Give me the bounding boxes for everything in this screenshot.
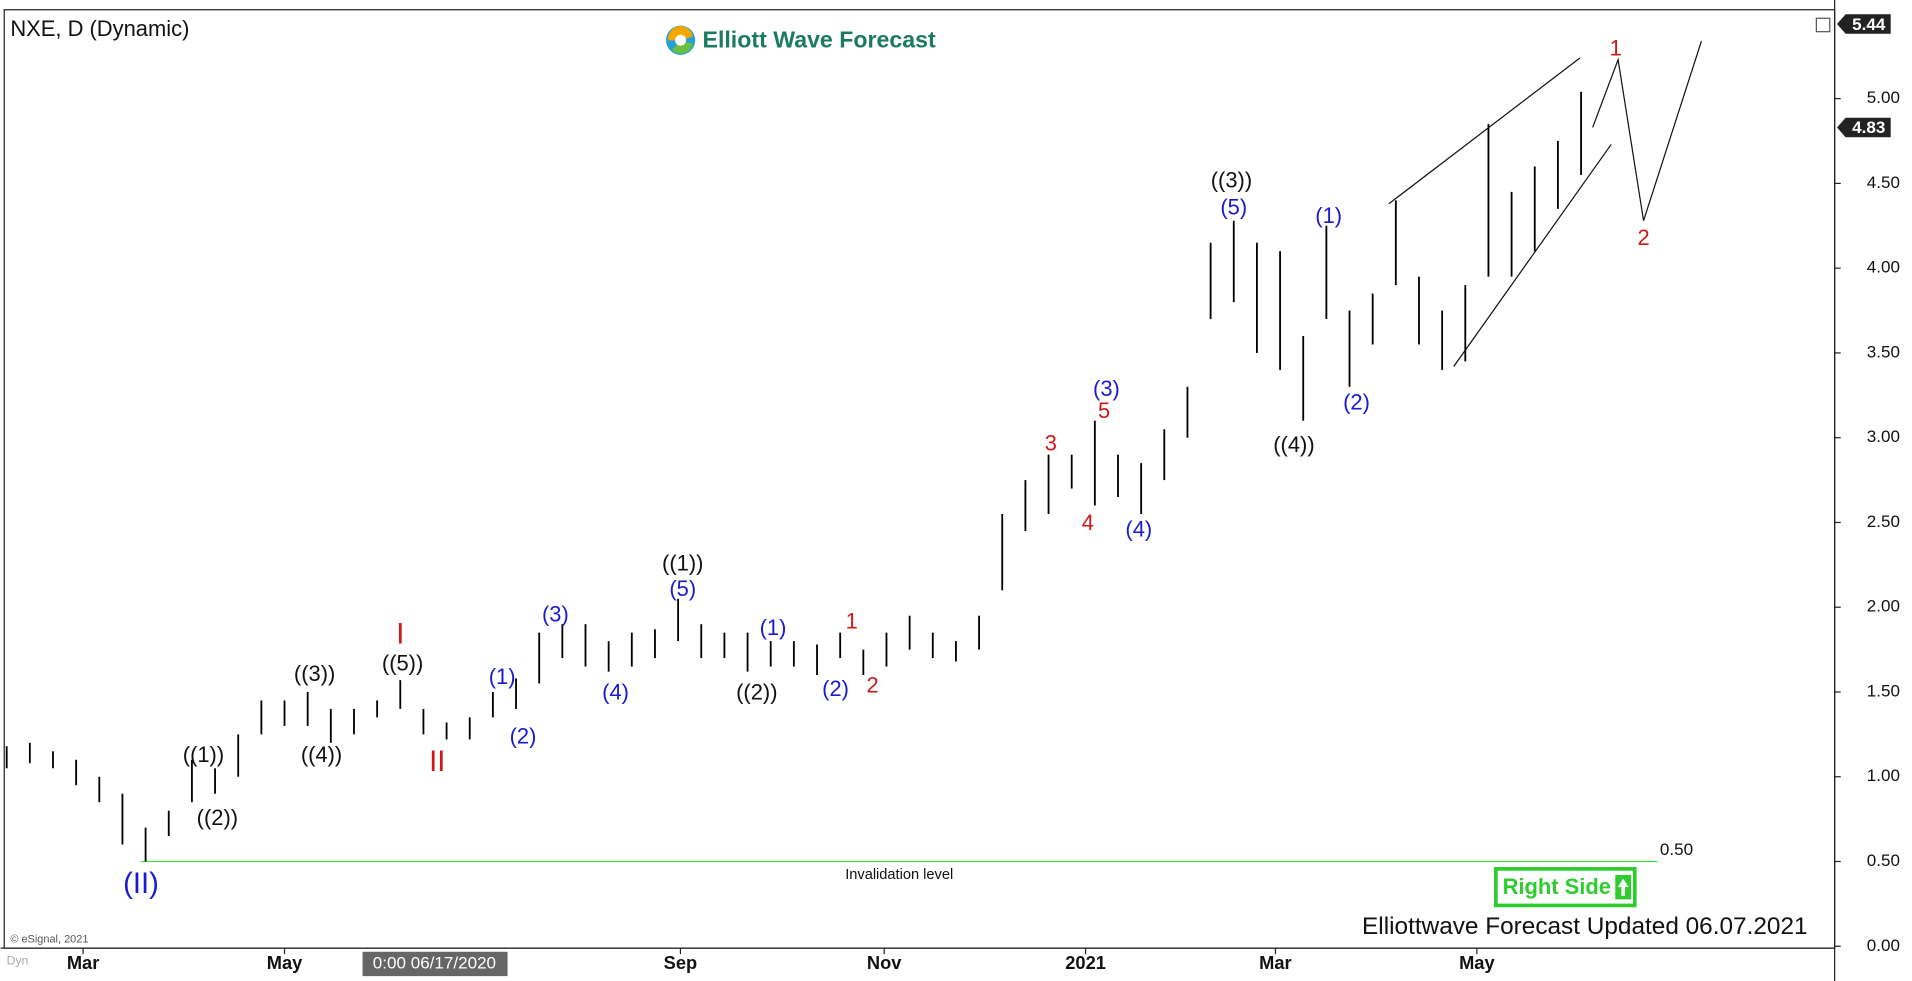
wave-label: (5) bbox=[1220, 195, 1247, 220]
wave-label: 5 bbox=[1098, 398, 1110, 423]
wave-label: (4) bbox=[602, 679, 629, 704]
wave-label: 2 bbox=[866, 673, 878, 698]
wave-label: ((4)) bbox=[301, 742, 342, 767]
window-icon[interactable] bbox=[1815, 17, 1831, 33]
logo-icon-part bbox=[668, 26, 693, 41]
wave-label: ((3)) bbox=[1211, 168, 1252, 193]
y-tick-label: 2.50 bbox=[1867, 512, 1900, 531]
wave-label: (3) bbox=[1093, 376, 1120, 401]
y-tick-label: 1.00 bbox=[1867, 766, 1900, 785]
footer-text: Elliottwave Forecast Updated 06.07.2021 bbox=[1362, 913, 1808, 940]
channel-line bbox=[1453, 144, 1612, 367]
wave-label: 2 bbox=[1637, 225, 1649, 250]
y-tick-label: 1.50 bbox=[1867, 681, 1900, 700]
logo-icon-part bbox=[672, 40, 693, 54]
chart-title: NXE, D (Dynamic) bbox=[10, 16, 189, 41]
projection-path bbox=[1592, 40, 1703, 221]
x-tick-label: 2021 bbox=[1065, 952, 1106, 973]
wave-label: ((3)) bbox=[294, 661, 335, 686]
wave-label: 1 bbox=[1610, 35, 1622, 60]
badge-frame bbox=[1494, 867, 1637, 908]
wave-label: ((4)) bbox=[1273, 432, 1314, 457]
price-flag-label: 4.83 bbox=[1852, 118, 1885, 137]
wave-label: (2) bbox=[1343, 390, 1370, 415]
wave-label: (1) bbox=[1315, 203, 1342, 228]
price-flag-label: 5.44 bbox=[1852, 15, 1886, 34]
wave-label: 4 bbox=[1082, 510, 1094, 535]
crosshair-label: 0:00 06/17/2020 bbox=[373, 953, 496, 972]
corner-label: Dyn bbox=[7, 954, 29, 968]
wave-label: II bbox=[429, 746, 445, 778]
badge-text: Right Side bbox=[1503, 874, 1611, 899]
channel-line bbox=[1388, 57, 1581, 205]
y-tick-label: 3.00 bbox=[1867, 427, 1900, 446]
wave-label: (II) bbox=[123, 868, 159, 900]
y-tick-label: 2.00 bbox=[1867, 597, 1900, 616]
logo-icon-center bbox=[675, 34, 687, 46]
right-side-badge: Right Side bbox=[1494, 867, 1637, 908]
wave-label: I bbox=[396, 619, 404, 651]
wave-label: ((2)) bbox=[197, 805, 238, 830]
brand-name: Elliott Wave Forecast bbox=[703, 27, 936, 53]
wave-label: ((1)) bbox=[183, 742, 224, 767]
invalidation-label: Invalidation level bbox=[845, 867, 953, 883]
invalidation-value: 0.50 bbox=[1660, 840, 1693, 859]
crosshair-box bbox=[362, 951, 508, 977]
x-tick-label: Mar bbox=[67, 952, 99, 973]
wave-label: (4) bbox=[1125, 517, 1152, 542]
wave-label: (3) bbox=[542, 601, 569, 626]
y-tick-label: 4.50 bbox=[1867, 173, 1900, 192]
x-tick-label: Mar bbox=[1259, 952, 1291, 973]
wave-label: (1) bbox=[489, 664, 516, 689]
y-tick-label: 5.00 bbox=[1867, 88, 1900, 107]
wave-label: ((5)) bbox=[382, 651, 423, 676]
x-tick-label: May bbox=[1459, 952, 1495, 973]
x-tick-label: Nov bbox=[867, 952, 902, 973]
wave-label: ((2)) bbox=[736, 679, 777, 704]
wave-label: 3 bbox=[1045, 430, 1057, 455]
wave-label: ((1)) bbox=[662, 551, 703, 576]
wave-label: 1 bbox=[846, 608, 858, 633]
copyright: © eSignal, 2021 bbox=[10, 933, 88, 945]
x-tick-label: Sep bbox=[664, 952, 698, 973]
wave-label: (1) bbox=[760, 615, 787, 640]
wave-label: (2) bbox=[510, 724, 537, 749]
badge-arrow bbox=[1617, 878, 1629, 896]
brand-logo: Elliott Wave Forecast bbox=[665, 25, 936, 55]
y-tick-label: 4.00 bbox=[1867, 258, 1900, 277]
wave-label: (2) bbox=[822, 676, 849, 701]
y-tick-label: 0.50 bbox=[1867, 851, 1900, 870]
price-flag bbox=[1837, 14, 1891, 34]
y-tick-label: 3.50 bbox=[1867, 342, 1900, 361]
wave-label: (5) bbox=[669, 576, 696, 601]
y-tick-label: 0.00 bbox=[1867, 936, 1900, 955]
x-tick-label: May bbox=[267, 952, 303, 973]
price-flag bbox=[1837, 117, 1891, 138]
